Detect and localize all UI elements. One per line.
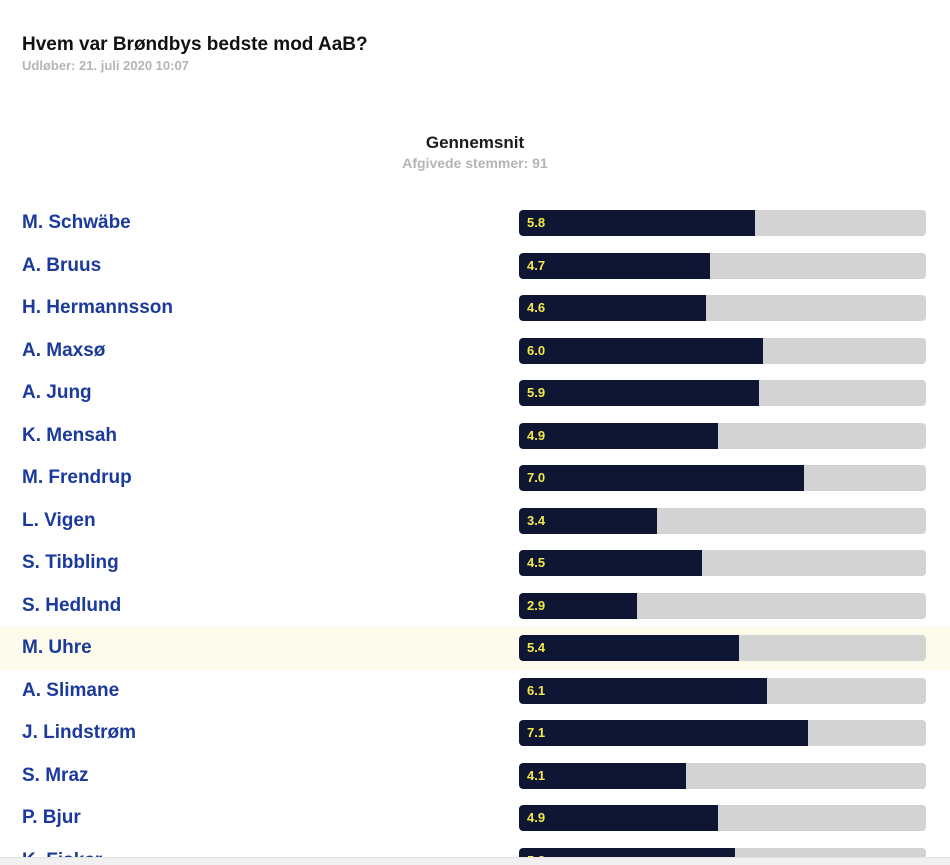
rating-bar — [519, 252, 711, 279]
rating-bar-track: 6.0 — [519, 337, 926, 364]
rating-bar — [519, 380, 760, 406]
rating-value-label: 5.9 — [527, 385, 546, 400]
player-row: A. Slimane 6.1 — [0, 670, 950, 713]
rating-value-label: 4.9 — [527, 427, 546, 443]
rating-bar-track: 4.9 — [519, 422, 926, 449]
rating-bar-track: 7.0 — [519, 465, 926, 491]
player-row: A. Bruus 4.7 — [0, 245, 950, 288]
player-name[interactable]: K. Mensah — [22, 424, 118, 446]
rating-bar — [519, 720, 808, 746]
summary-title: Gennemsnit — [425, 133, 525, 152]
player-row: S. Tibbling 4.5 — [0, 542, 950, 585]
rating-bar-track: 4.6 — [519, 295, 926, 321]
player-name[interactable]: S. Hedlund — [22, 594, 122, 616]
rating-bar-track: 4.7 — [519, 252, 926, 279]
player-row: A. Jung 5.9 — [0, 372, 950, 415]
rating-bar-track: 2.9 — [519, 592, 926, 619]
rating-bar — [519, 592, 638, 619]
rating-bar-track: 4.1 — [519, 762, 926, 789]
rating-bar-track: 7.1 — [519, 720, 926, 746]
player-name[interactable]: M. Uhre — [22, 637, 92, 658]
player-row: M. Schwäbe 5.8 — [0, 202, 950, 245]
rating-bar-track: 3.4 — [519, 507, 926, 534]
rating-bar — [519, 550, 703, 576]
rating-bar-track: 6.1 — [519, 677, 926, 704]
player-row: S. Hedlund 2.9 — [0, 585, 950, 628]
rating-bar — [519, 805, 719, 831]
window-bottom-edge — [0, 857, 950, 865]
player-row: S. Mraz 4.1 — [0, 755, 950, 798]
rating-value-label: 7.1 — [527, 725, 546, 740]
rating-bar — [519, 337, 764, 364]
rating-bar — [519, 422, 719, 449]
poll-title: Hvem var Brøndbys bedste mod AaB? — [22, 34, 368, 55]
votes-count: Afgivede stemmer: 91 — [402, 155, 548, 171]
ratings-chart: M. Schwäbe 5.8 A. Bruus 4.7 H. Hermannsson 4.… — [0, 202, 950, 865]
player-name[interactable]: A. Slimane — [22, 679, 120, 701]
player-name[interactable]: H. Hermannsson — [22, 297, 173, 318]
player-name[interactable]: M. Frendrup — [22, 467, 132, 488]
rating-bar — [519, 210, 756, 236]
rating-value-label: 6.1 — [527, 682, 546, 698]
rating-bar-track: 5.4 — [519, 635, 926, 661]
summary-header: Gennemsnit Afgivede stemmer: 91 — [0, 133, 950, 172]
player-row: M. Frendrup 7.0 — [0, 457, 950, 500]
poll-header: Hvem var Brøndbys bedste mod AaB? Udløbe… — [22, 34, 368, 74]
player-name[interactable]: J. Lindstrøm — [22, 722, 137, 743]
rating-value-label: 4.1 — [527, 767, 546, 783]
player-row: J. Lindstrøm 7.1 — [0, 712, 950, 755]
player-row: A. Maxsø 6.0 — [0, 330, 950, 373]
player-name[interactable]: A. Jung — [22, 382, 92, 403]
rating-value-label: 6.0 — [527, 342, 546, 358]
rating-bar — [519, 295, 707, 321]
rating-bar-track: 4.5 — [519, 550, 926, 576]
rating-bar-track: 4.9 — [519, 805, 926, 831]
rating-bar — [519, 507, 658, 534]
player-name[interactable]: L. Vigen — [22, 509, 96, 531]
player-name[interactable]: S. Mraz — [22, 764, 89, 786]
rating-value-label: 2.9 — [527, 597, 546, 613]
player-row: K. Mensah 4.9 — [0, 415, 950, 458]
rating-value-label: 4.7 — [527, 257, 546, 273]
player-name[interactable]: S. Tibbling — [22, 552, 119, 573]
rating-bar — [519, 677, 768, 704]
rating-bar-track: 5.9 — [519, 380, 926, 406]
rating-value-label: 5.4 — [527, 640, 546, 655]
rating-value-label: 5.8 — [527, 215, 546, 230]
player-row: H. Hermannsson 4.6 — [0, 287, 950, 330]
player-row: L. Vigen 3.4 — [0, 500, 950, 543]
rating-bar — [519, 465, 804, 491]
rating-bar — [519, 762, 686, 789]
rating-value-label: 4.9 — [527, 810, 546, 825]
rating-value-label: 3.4 — [527, 512, 546, 528]
player-row: P. Bjur 4.9 — [0, 797, 950, 840]
poll-expiry: Udløber: 21. juli 2020 10:07 — [22, 58, 189, 73]
player-name[interactable]: A. Maxsø — [22, 339, 106, 361]
player-name[interactable]: P. Bjur — [22, 807, 81, 828]
rating-bar — [519, 635, 739, 661]
rating-bar-track: 5.8 — [519, 210, 926, 236]
player-name[interactable]: M. Schwäbe — [22, 212, 131, 233]
rating-value-label: 7.0 — [527, 470, 546, 485]
rating-value-label: 4.6 — [527, 300, 546, 315]
rating-value-label: 4.5 — [527, 555, 546, 570]
player-row: M. Uhre 5.4 — [0, 627, 950, 670]
player-name[interactable]: A. Bruus — [22, 254, 102, 276]
